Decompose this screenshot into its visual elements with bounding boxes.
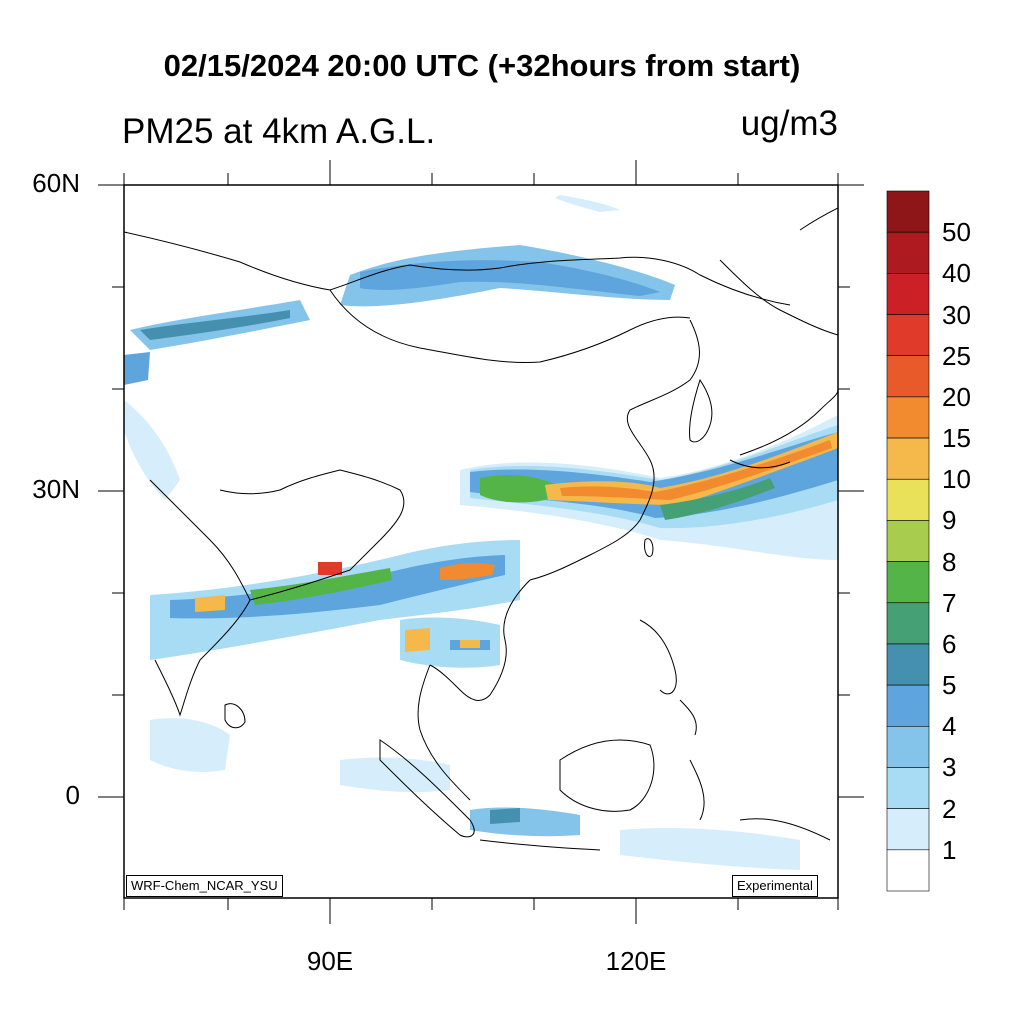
variable-label: PM25 at 4km A.G.L.	[122, 112, 436, 151]
plume-south-west	[150, 718, 230, 772]
legend-label: 9	[942, 505, 957, 536]
legend-swatch	[886, 767, 930, 809]
units-label: ug/m3	[740, 104, 838, 143]
plume-east-green-2	[660, 478, 775, 520]
legend-label: 6	[942, 628, 957, 659]
legend-label: 20	[942, 381, 971, 412]
plume-west-edge	[124, 352, 150, 385]
plume-indochina-core	[405, 628, 430, 652]
plume-northwest-core	[140, 310, 290, 340]
legend-swatch	[886, 520, 930, 562]
map-title: 02/15/2024 20:00 UTC (+32hours from star…	[163, 48, 801, 83]
plume-east-green	[480, 475, 560, 503]
pm25-plumes	[124, 195, 838, 870]
legend-swatch	[886, 396, 930, 439]
legend-label: 10	[942, 464, 971, 495]
status-label: Experimental	[732, 875, 818, 897]
legend-label: 2	[942, 793, 957, 824]
legend-label: 25	[942, 340, 971, 371]
legend-label: 5	[942, 670, 957, 701]
legend-swatch	[886, 314, 930, 357]
legend-swatch	[886, 849, 930, 892]
lon-label-120e: 120E	[605, 946, 667, 976]
plume-india-orange-3	[440, 563, 495, 580]
plume-india-orange-1	[195, 595, 225, 612]
plume-indochina-core-3	[460, 640, 480, 648]
legend-swatch	[886, 478, 930, 521]
legend-label: 3	[942, 752, 957, 783]
lat-label-0: 0	[65, 780, 80, 810]
legend-label: 4	[942, 711, 957, 742]
plume-india-green	[250, 568, 392, 605]
legend-label: 7	[942, 587, 957, 618]
map-frame	[123, 184, 839, 899]
legend-swatch	[886, 437, 930, 480]
lat-label-60n: 60N	[32, 168, 80, 198]
legend-label: 50	[942, 217, 971, 248]
legend-label: 30	[942, 299, 971, 330]
legend-swatch	[886, 561, 930, 604]
legend-swatch	[886, 602, 930, 645]
legend-swatch	[886, 273, 930, 315]
legend-swatch	[886, 231, 930, 274]
legend-swatch	[886, 725, 930, 768]
plume-south-java-core	[490, 808, 520, 824]
legend-swatch	[886, 355, 930, 398]
lon-label-90e: 90E	[306, 946, 354, 976]
plume-north-faint	[555, 195, 620, 212]
plume-north-band-core	[360, 260, 660, 296]
legend-swatch	[886, 190, 930, 233]
plume-india-orange-2	[318, 562, 342, 575]
plume-west-faint	[124, 400, 180, 500]
legend-label: 1	[942, 834, 957, 865]
plume-east-red	[560, 440, 832, 500]
legend-swatch	[886, 643, 930, 686]
legend-label: 40	[942, 258, 971, 289]
map-outlines	[124, 207, 838, 851]
lat-label-30n: 30N	[32, 474, 80, 504]
legend-swatch	[886, 684, 930, 727]
legend-label: 15	[942, 423, 971, 454]
plume-east-orange	[545, 432, 838, 505]
legend-swatch	[886, 808, 930, 851]
axis-ticks	[98, 160, 864, 924]
plume-southeast-faint	[620, 828, 800, 870]
legend-label: 8	[942, 546, 957, 577]
model-label: WRF-Chem_NCAR_YSU	[126, 875, 283, 897]
